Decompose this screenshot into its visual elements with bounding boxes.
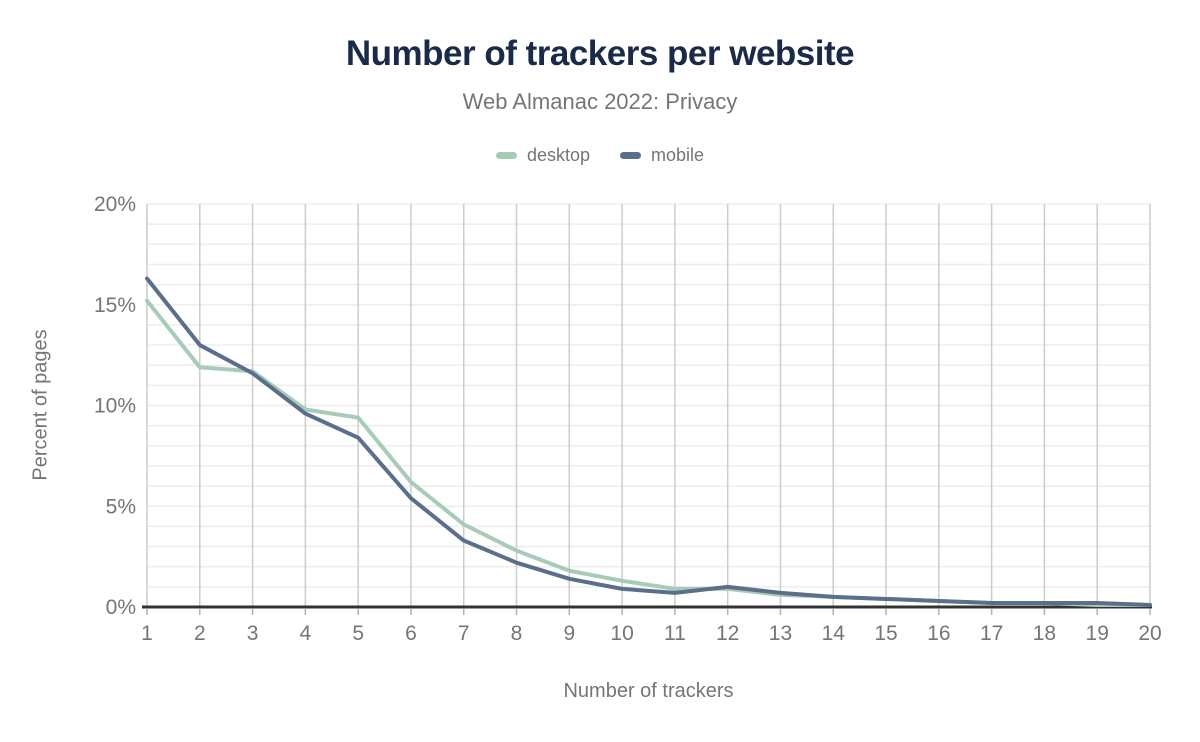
legend-item-desktop: desktop xyxy=(495,145,590,166)
x-tick-label: 12 xyxy=(716,622,739,645)
legend-label-desktop: desktop xyxy=(526,145,590,165)
desktop-legend-swatch-icon xyxy=(495,152,517,159)
chart-plot-area: 0%5%10%15%20%1 2 3 4 5 6 7 8 9 10 11 12 13 14 15 16 17 18… xyxy=(94,193,1162,645)
x-tick-label: 1 xyxy=(141,622,153,645)
chart-title: Number of trackers per website xyxy=(345,34,855,73)
x-tick-label: 20 xyxy=(1138,622,1161,645)
y-tick-label: 5% xyxy=(106,495,136,518)
x-tick-label: 2 xyxy=(194,622,206,645)
x-tick-label: 5 xyxy=(352,622,364,645)
x-tick-label: 11 xyxy=(664,622,686,645)
mobile-legend-swatch-icon xyxy=(620,152,641,159)
x-tick-label: 14 xyxy=(822,622,846,645)
x-axis-title: Number of trackers xyxy=(563,680,734,702)
x-tick-label: 3 xyxy=(247,622,259,645)
x-tick-label: 19 xyxy=(1086,622,1109,645)
x-tick-label: 7 xyxy=(458,622,470,645)
desktop-line xyxy=(145,298,1152,607)
x-tick-label: 16 xyxy=(927,622,950,645)
mobile-line xyxy=(145,276,1152,607)
y-tick-label: 15% xyxy=(94,294,136,317)
x-tick-label: 8 xyxy=(511,622,523,645)
chart-subtitle: Web Almanac 2022: Privacy xyxy=(462,89,738,114)
legend-label-mobile: mobile xyxy=(651,145,705,165)
x-tick-label: 4 xyxy=(300,622,312,645)
x-tick-label: 18 xyxy=(1033,622,1056,645)
x-tick-label: 10 xyxy=(610,622,633,645)
x-tick-label: 6 xyxy=(405,622,417,645)
x-tick-label: 15 xyxy=(874,622,897,645)
x-tick-label: 13 xyxy=(769,622,792,645)
y-tick-label: 20% xyxy=(94,193,136,216)
x-tick-label: 17 xyxy=(980,622,1003,645)
y-tick-label: 0% xyxy=(106,596,136,619)
legend-item-mobile: mobile xyxy=(620,145,704,166)
y-tick-label: 10% xyxy=(94,395,136,418)
legend: desktop mobile xyxy=(0,145,1200,166)
x-tick-label: 9 xyxy=(563,622,575,645)
